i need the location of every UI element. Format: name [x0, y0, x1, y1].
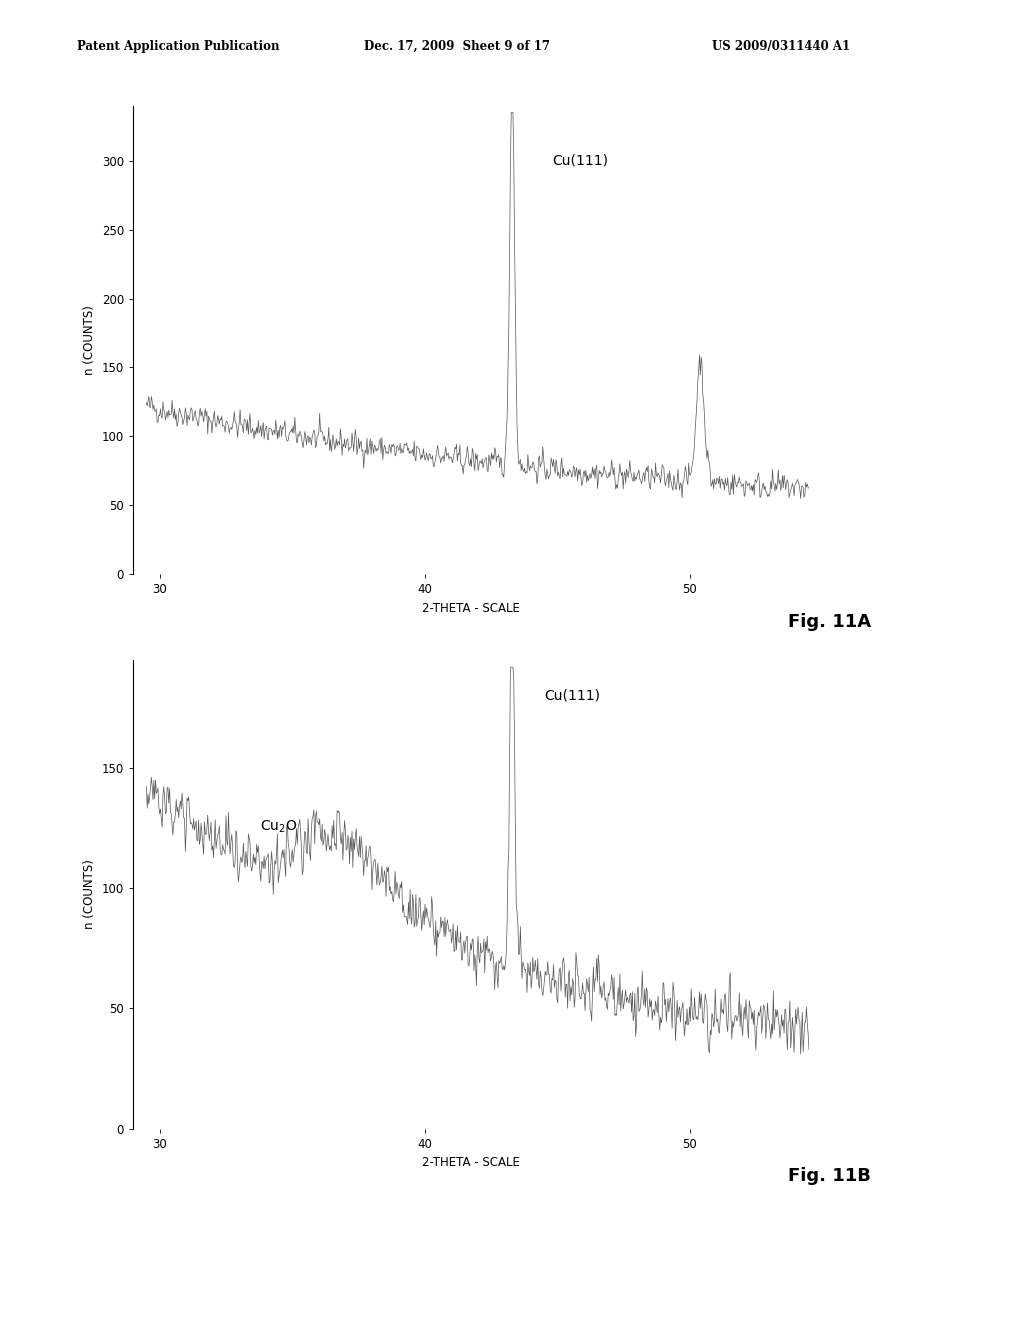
Text: Fig. 11B: Fig. 11B — [788, 1167, 871, 1185]
Y-axis label: n (COUNTS): n (COUNTS) — [83, 305, 96, 375]
Text: Cu(111): Cu(111) — [552, 154, 608, 168]
Text: Patent Application Publication: Patent Application Publication — [77, 40, 280, 53]
Text: US 2009/0311440 A1: US 2009/0311440 A1 — [712, 40, 850, 53]
Text: Cu(111): Cu(111) — [544, 689, 600, 702]
X-axis label: 2-THETA - SCALE: 2-THETA - SCALE — [422, 602, 520, 615]
X-axis label: 2-THETA - SCALE: 2-THETA - SCALE — [422, 1156, 520, 1170]
Text: Dec. 17, 2009  Sheet 9 of 17: Dec. 17, 2009 Sheet 9 of 17 — [364, 40, 550, 53]
Text: Cu$_2$O: Cu$_2$O — [260, 818, 298, 836]
Text: Fig. 11A: Fig. 11A — [788, 612, 871, 631]
Y-axis label: n (COUNTS): n (COUNTS) — [83, 859, 96, 929]
